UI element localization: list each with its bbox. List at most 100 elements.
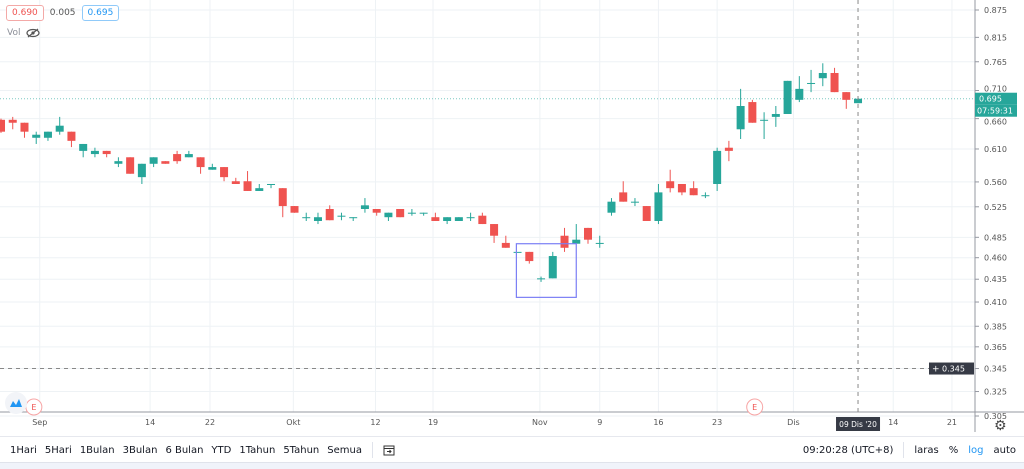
range-1y[interactable]: 1Tahun [239, 444, 276, 456]
time-tick-label: 22 [205, 418, 215, 427]
time-tick-label: Okt [286, 418, 300, 427]
candle-up [90, 150, 99, 155]
candle-up [114, 161, 123, 164]
bottom-toolbar: 1Hari 5Hari 1Bulan 3Bulan 6 Bulan YTD 1T… [0, 436, 1024, 463]
candle-up [337, 215, 346, 217]
candle-down [525, 251, 534, 262]
time-tick-label: 12 [370, 418, 380, 427]
current-price-label: 0.695 [979, 95, 1002, 104]
candle-up [43, 131, 52, 138]
drawn-rectangle[interactable] [515, 243, 577, 298]
candle-down [724, 147, 733, 151]
volume-legend[interactable]: Vol [7, 28, 41, 38]
plot-area [0, 0, 975, 412]
eye-hidden-icon[interactable] [26, 28, 41, 38]
change-value: 0.005 [49, 8, 76, 18]
candle-up [79, 143, 88, 151]
candle-up [407, 212, 416, 214]
auto-scale-button[interactable]: auto [993, 444, 1016, 456]
candle-up [771, 113, 780, 117]
candle-up [255, 188, 264, 191]
price-tick-label: 0.710 [984, 85, 1007, 94]
candle-down [677, 183, 686, 193]
candle-down [584, 227, 592, 240]
price-tick-label: 0.345 [984, 365, 1007, 374]
time-tick-label: 16 [653, 418, 663, 427]
gear-icon[interactable]: ⚙ [994, 418, 1007, 434]
candle-up [548, 256, 557, 279]
candle-up [818, 72, 827, 79]
price-tick-label: 0.485 [984, 233, 1007, 242]
bar-countdown: 07:59:31 [977, 107, 1013, 116]
crosshair-date-label-bg [836, 417, 881, 431]
candle-up [783, 80, 792, 114]
open-value-pill: 0.690 [6, 5, 44, 21]
range-all[interactable]: Semua [327, 444, 362, 456]
range-3m[interactable]: 3Bulan [122, 444, 158, 456]
candle-down [501, 242, 510, 248]
candle-up [208, 167, 217, 170]
candle-up [384, 212, 393, 218]
percent-scale-button[interactable]: % [948, 444, 959, 456]
candle-up [795, 88, 804, 100]
candle-down [231, 181, 240, 184]
candle-down [830, 72, 839, 93]
candle-down [278, 188, 287, 207]
price-tick-label: 0.815 [984, 33, 1007, 42]
candle-up [701, 195, 710, 197]
candle-down [126, 157, 135, 174]
range-ytd[interactable]: YTD [211, 444, 232, 456]
earnings-event-marker[interactable] [746, 398, 764, 416]
candle-up [513, 251, 522, 253]
crosshair-price-label: 0.345 [942, 365, 965, 374]
divider [903, 442, 905, 458]
candle-down [842, 92, 851, 100]
time-tick-label: 14 [888, 418, 898, 427]
candle-up [55, 125, 64, 132]
calendar-goto-icon[interactable] [383, 444, 395, 456]
candle-down [689, 188, 698, 196]
candle-up [32, 134, 41, 138]
candle-up [595, 242, 604, 244]
price-tick-label: 0.560 [984, 178, 1007, 187]
candle-down [290, 206, 299, 213]
candle-up [572, 239, 581, 244]
candle-up [713, 150, 722, 184]
range-1d[interactable]: 1Hari [10, 444, 37, 456]
candle-down [102, 150, 111, 155]
time-tick-label: 9 [597, 418, 602, 427]
range-5y[interactable]: 5Tahun [283, 444, 320, 456]
crosshair-plus-icon[interactable]: + [932, 365, 940, 375]
clock[interactable]: 09:20:28 (UTC+8) [802, 444, 894, 456]
time-tick-label: Dis [787, 418, 800, 427]
candle-down [748, 102, 757, 123]
price-chart[interactable]: 0.875 0.815 0.765 0.710 0.660 0.610 0.560 0.525… [0, 0, 1024, 436]
candle-up [854, 98, 863, 104]
candle-up [736, 105, 745, 130]
toolbar-right: 09:20:28 (UTC+8) laras % log auto [803, 442, 1016, 458]
candle-down [560, 235, 569, 248]
range-6m[interactable]: 6 Bulan [165, 444, 204, 456]
tradingview-logo[interactable] [5, 392, 27, 414]
time-tick-label: 23 [712, 418, 722, 427]
logo-icon [10, 399, 22, 407]
price-tick-label: 0.660 [984, 118, 1007, 127]
price-tick-label: 0.385 [984, 322, 1007, 331]
candle-up [302, 217, 311, 219]
adjust-button[interactable]: laras [914, 444, 939, 456]
price-tick-label: 0.305 [984, 412, 1007, 421]
candle-down [8, 119, 17, 123]
range-1m[interactable]: 1Bulan [79, 444, 115, 456]
candle-up [454, 217, 463, 221]
candle-down [431, 217, 440, 221]
time-tick-label: Sep [32, 418, 47, 427]
log-scale-button[interactable]: log [968, 444, 984, 456]
earnings-event-label: E [31, 403, 36, 412]
range-5d[interactable]: 5Hari [44, 444, 72, 456]
candle-down [67, 131, 76, 141]
time-tick-label: Nov [532, 418, 548, 427]
candle-up [607, 201, 616, 213]
candle-up [313, 217, 322, 221]
time-tick-label: 21 [947, 418, 957, 427]
candle-up [349, 217, 358, 219]
